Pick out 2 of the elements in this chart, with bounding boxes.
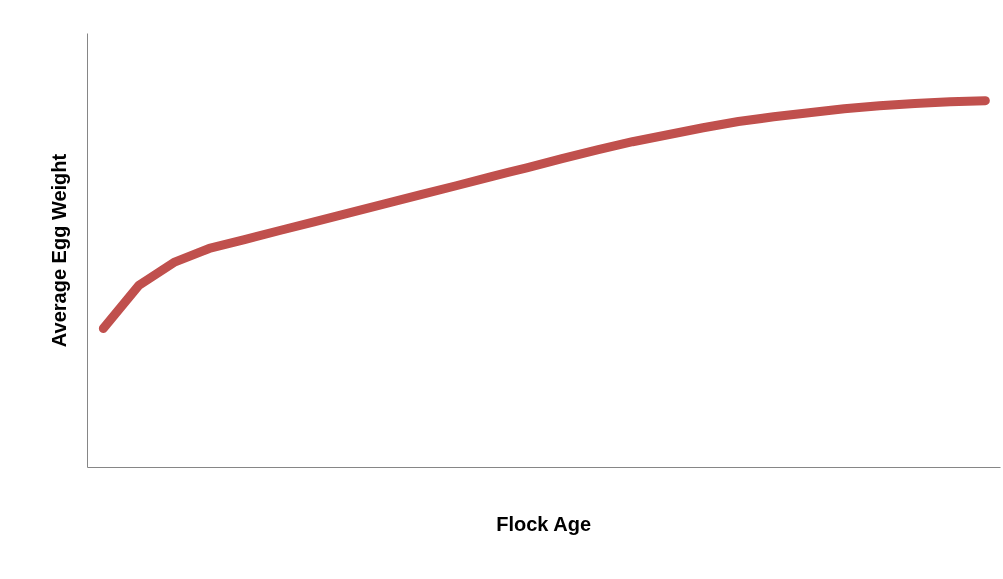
- y-axis-title: Average Egg Weight: [47, 153, 70, 348]
- x-axis-title: Flock Age: [496, 512, 592, 535]
